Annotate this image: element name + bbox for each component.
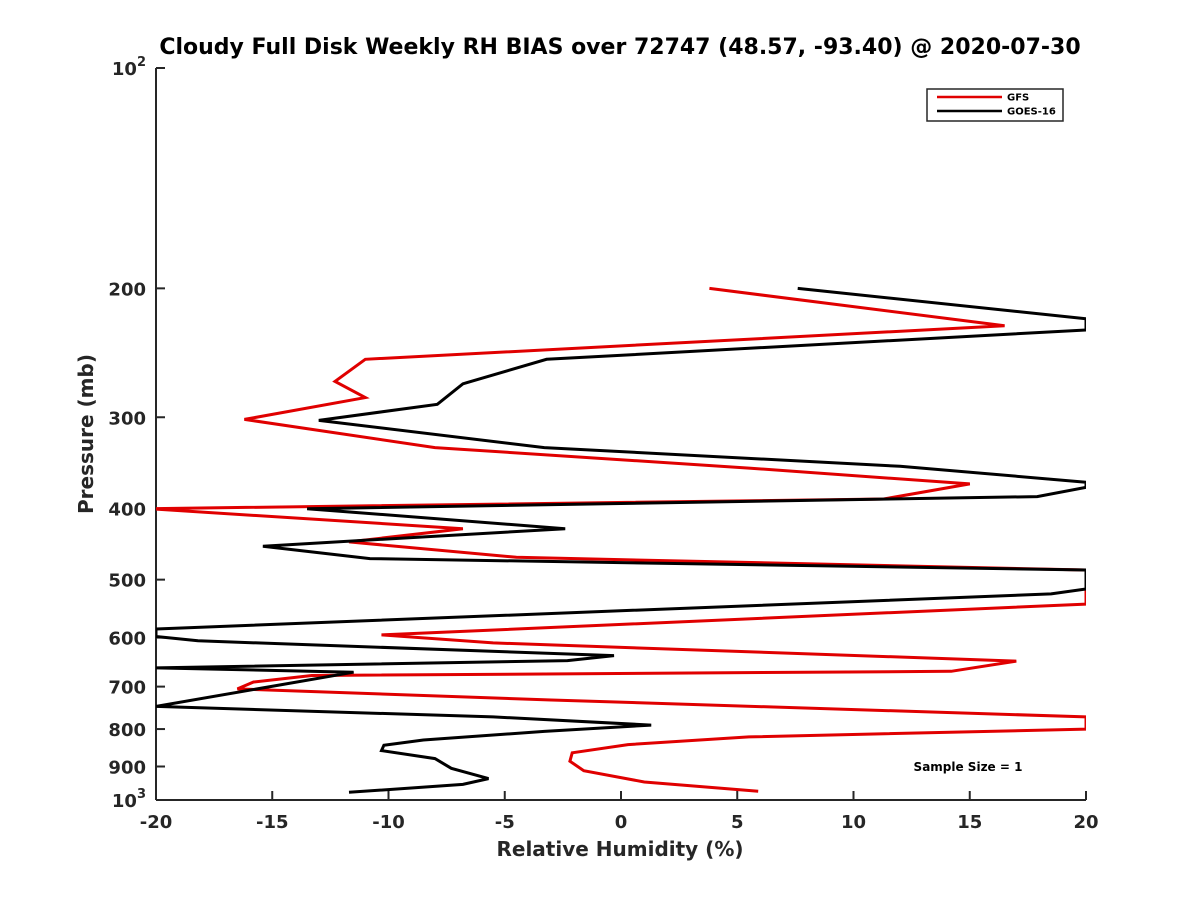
x-tick-label: -5 xyxy=(495,812,515,833)
y-tick-label: 600 xyxy=(108,629,146,650)
y-tick-label: 103 xyxy=(112,787,146,812)
legend-box xyxy=(926,88,1064,122)
y-tick-base: 10 xyxy=(112,59,137,80)
y-tick-label: 900 xyxy=(108,758,146,779)
x-tick-label: -15 xyxy=(256,812,289,833)
x-ticks: -20 -15 -10 -5 0 5 10 15 20 xyxy=(140,791,1099,833)
x-tick-label: -10 xyxy=(372,812,405,833)
legend-label-gfs: GFS xyxy=(1007,93,1029,104)
y-tick-base: 10 xyxy=(112,791,137,812)
series-layer xyxy=(156,286,1086,794)
x-tick-label: 20 xyxy=(1073,812,1098,833)
legend: GFS GOES-16 xyxy=(926,88,1064,122)
legend-label-goes16: GOES-16 xyxy=(1007,107,1056,118)
y-tick-label: 300 xyxy=(108,408,146,429)
x-tick-label: -20 xyxy=(140,812,173,833)
y-tick-label: 700 xyxy=(108,678,146,699)
x-tick-label: 0 xyxy=(615,812,628,833)
y-tick-exponent: 3 xyxy=(137,787,146,802)
x-tick-label: 10 xyxy=(841,812,866,833)
sample-size-annotation: Sample Size = 1 xyxy=(914,760,1023,774)
y-tick-label: 500 xyxy=(108,571,146,592)
y-tick-label: 400 xyxy=(108,500,146,521)
series-line-goes16 xyxy=(156,286,1086,794)
x-axis-label: Relative Humidity (%) xyxy=(496,837,743,861)
series-line-gfs xyxy=(156,286,1086,793)
x-tick-label: 15 xyxy=(957,812,982,833)
chart-title: Cloudy Full Disk Weekly RH BIAS over 727… xyxy=(159,35,1080,60)
x-tick-label: 5 xyxy=(731,812,744,833)
y-tick-label: 200 xyxy=(108,279,146,300)
y-tick-exponent: 2 xyxy=(137,55,146,70)
y-axis-label: Pressure (mb) xyxy=(74,354,98,514)
y-tick-label: 800 xyxy=(108,720,146,741)
y-tick-label: 102 xyxy=(112,55,146,80)
